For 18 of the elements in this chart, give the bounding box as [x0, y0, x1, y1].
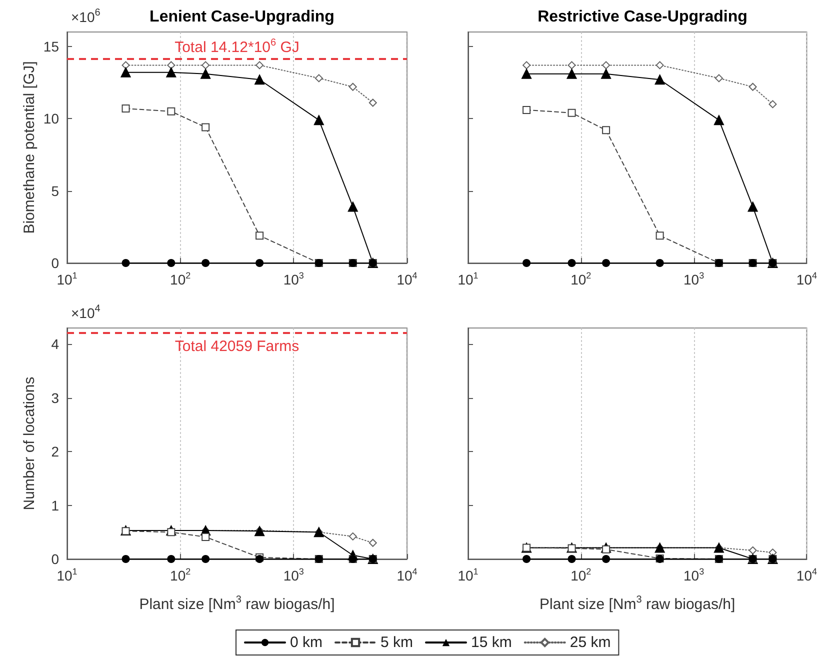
- y-axis-title: Biomethane potential [GJ]: [21, 61, 38, 234]
- y-tick-label: 2: [51, 444, 60, 460]
- y-tick-label: 10: [43, 110, 60, 127]
- legend-label: 0 km: [290, 634, 323, 651]
- y-tick-label: 1: [51, 497, 60, 514]
- y-axis-title: Number of locations: [21, 376, 38, 510]
- y-tick-label: 5: [51, 182, 60, 199]
- legend-label: 15 km: [471, 634, 512, 651]
- y-tick-label: 0: [51, 255, 60, 271]
- legend-label: 5 km: [380, 634, 414, 651]
- chart-title: Restrictive Case-Upgrading: [538, 8, 748, 26]
- legend-label: 25 km: [570, 634, 611, 651]
- y-tick-label: 3: [51, 390, 60, 406]
- chart-title: Lenient Case-Upgrading: [150, 8, 334, 26]
- y-tick-label: 4: [51, 336, 60, 352]
- y-tick-label: 15: [43, 38, 60, 54]
- y-tick-label: 0: [51, 551, 60, 567]
- ref-line-label: Total 42059 Farms: [174, 338, 300, 355]
